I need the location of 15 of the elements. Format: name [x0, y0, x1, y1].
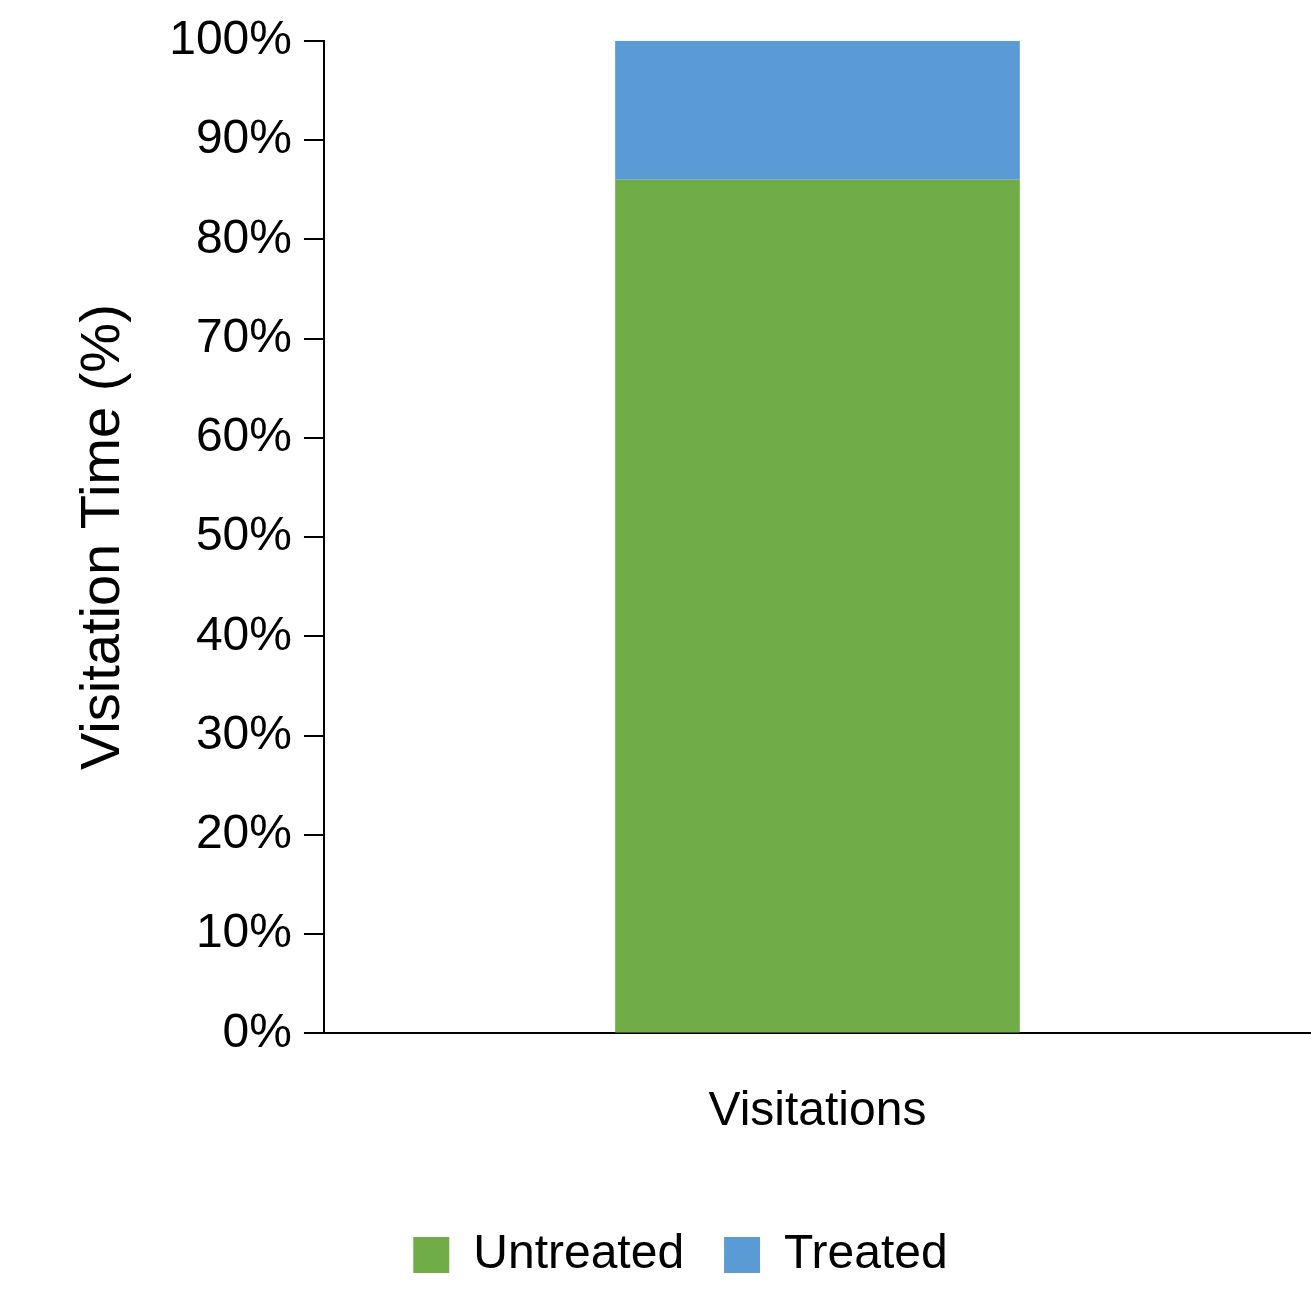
legend-label: Treated: [784, 1225, 948, 1279]
y-tick-label: 80%: [195, 209, 292, 263]
y-tick-label: 40%: [195, 606, 292, 660]
y-tick-label: 50%: [195, 507, 292, 561]
y-tick-label: 0%: [222, 1003, 292, 1057]
y-tick-label: 30%: [195, 705, 292, 759]
y-tick-label: 10%: [195, 904, 292, 958]
x-tick-label: Visitations: [708, 1082, 927, 1136]
legend-label: Untreated: [473, 1225, 685, 1279]
y-tick-label: 20%: [195, 805, 292, 859]
y-axis-title: Visitation Time (%): [68, 304, 132, 770]
y-tick-label: 60%: [195, 408, 292, 462]
y-tick-label: 70%: [195, 308, 292, 362]
y-tick-label: 90%: [195, 110, 292, 164]
y-tick-label: 100%: [169, 11, 292, 65]
